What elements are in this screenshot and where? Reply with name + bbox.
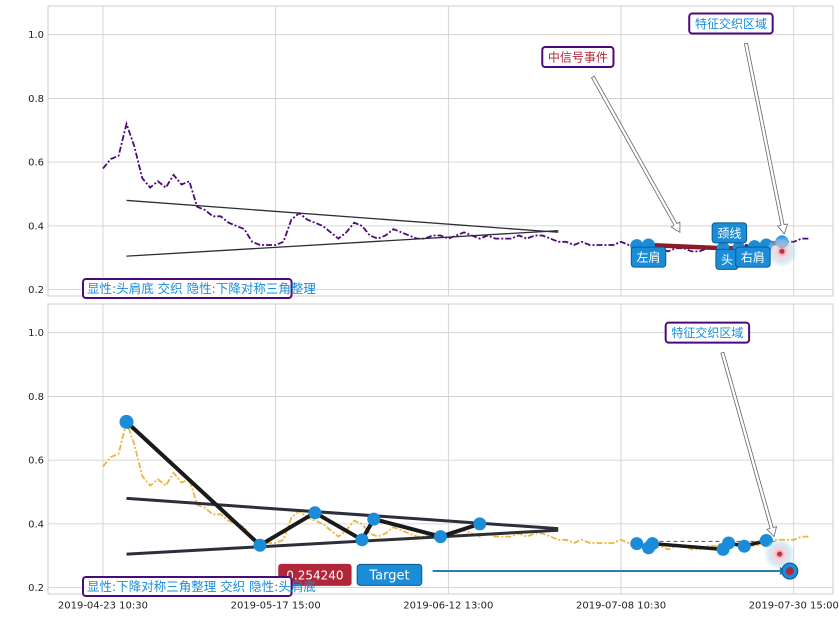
y-tick-label: 0.2: [28, 583, 44, 594]
pattern-description-box: [82, 576, 293, 597]
triangle-lower-line: [126, 528, 559, 556]
y-tick-label: 0.6: [28, 158, 44, 169]
annotation-label-box: [664, 321, 751, 344]
y-tick-label: 0.4: [28, 519, 44, 530]
pattern-point: [737, 539, 751, 553]
zigzag-point: [434, 530, 447, 544]
x-axis: 2019-04-23 10:30 2019-05-17 15:00 2019-06-…: [58, 601, 839, 612]
pattern-point: [630, 537, 644, 551]
pattern-label: 颈线: [711, 222, 748, 244]
annotation-label: 特征交织区域: [688, 12, 774, 35]
pattern-label: 左肩: [630, 246, 667, 268]
y-tick-label: 0.2: [28, 285, 44, 296]
zigzag-point: [308, 506, 322, 520]
intersection-center: [779, 248, 785, 254]
pattern-label-box: [630, 246, 667, 268]
triangle-upper-line: [126, 496, 559, 531]
target-label: Target: [356, 563, 423, 586]
pattern-label-text: 左肩: [637, 250, 661, 265]
plot-area: [47, 303, 834, 595]
annotation-label-box: [688, 12, 774, 35]
x-tick-label: 2019-07-08 10:30: [576, 601, 666, 612]
annotation-arrow: [743, 42, 789, 235]
triangle-upper-line: [126, 199, 559, 233]
plot-area: [47, 5, 834, 297]
price-label: 0.254240: [278, 563, 352, 586]
annotation-label-text: 特征交织区域: [671, 325, 743, 340]
upper-chart-panel: 0.2 0.4 0.6 0.8 1.0 左肩 颈线头 右肩 中信号事件 特征交织区域显性:头肩底 …: [28, 5, 834, 299]
x-tick-label: 2019-06-12 13:00: [403, 601, 493, 612]
pattern-label-box: [735, 246, 771, 268]
zigzag-point: [119, 414, 134, 429]
y-tick-label: 0.8: [28, 94, 44, 105]
pattern-label: 头: [715, 248, 739, 270]
pattern-description-label: 显性:下降对称三角整理 交织 隐性:头肩底: [87, 579, 316, 594]
pattern-label-text: 右肩: [741, 250, 765, 265]
price-label-text: 0.254240: [286, 568, 343, 582]
price-label-box: [278, 563, 352, 586]
pattern-description-box: [82, 278, 293, 299]
x-tick-label: 2019-07-30 15:00: [749, 601, 839, 612]
annotation-label: 中信号事件: [541, 45, 615, 68]
annotation-arrow: [720, 351, 778, 538]
y-tick-label: 1.0: [28, 30, 44, 41]
zigzag-point: [473, 517, 487, 531]
pattern-point: [722, 536, 736, 550]
lower-chart-panel: 0.2 0.4 0.6 0.8 1.0 特征交织区域 0.254240 Target 显性:下降…: [28, 303, 834, 597]
zigzag-point: [355, 533, 369, 547]
pattern-description-label: 显性:头肩底 交织 隐性:下降对称三角整理: [87, 281, 316, 296]
y-tick-label: 0.4: [28, 221, 44, 232]
zigzag-point: [367, 512, 381, 526]
pattern-label-box: [711, 222, 748, 244]
target-label-box: [356, 563, 423, 586]
y-tick-label: 0.6: [28, 456, 44, 467]
y-tick-label: 0.8: [28, 392, 44, 403]
target-point-center: [785, 567, 794, 576]
zigzag-point: [253, 538, 267, 552]
pattern-point: [645, 537, 659, 551]
pattern-label-text: 头: [721, 253, 733, 267]
pattern-label-text: 颈线: [717, 226, 741, 240]
annotation-label: 特征交织区域: [664, 321, 751, 344]
annotation-arrow: [590, 75, 681, 234]
x-tick-label: 2019-04-23 10:30: [58, 601, 148, 612]
pattern-label: 右肩: [735, 246, 771, 268]
annotation-label-text: 中信号事件: [548, 49, 608, 64]
x-tick-label: 2019-05-17 15:00: [231, 601, 321, 612]
target-label-text: Target: [368, 568, 409, 583]
annotation-label-text: 特征交织区域: [695, 16, 767, 31]
intersection-center: [777, 551, 783, 557]
price-series-line: [102, 120, 810, 253]
y-tick-label: 1.0: [28, 328, 44, 339]
price-series-line: [102, 418, 810, 551]
annotation-label-box: [541, 45, 615, 68]
triangle-lower-line: [126, 230, 559, 257]
